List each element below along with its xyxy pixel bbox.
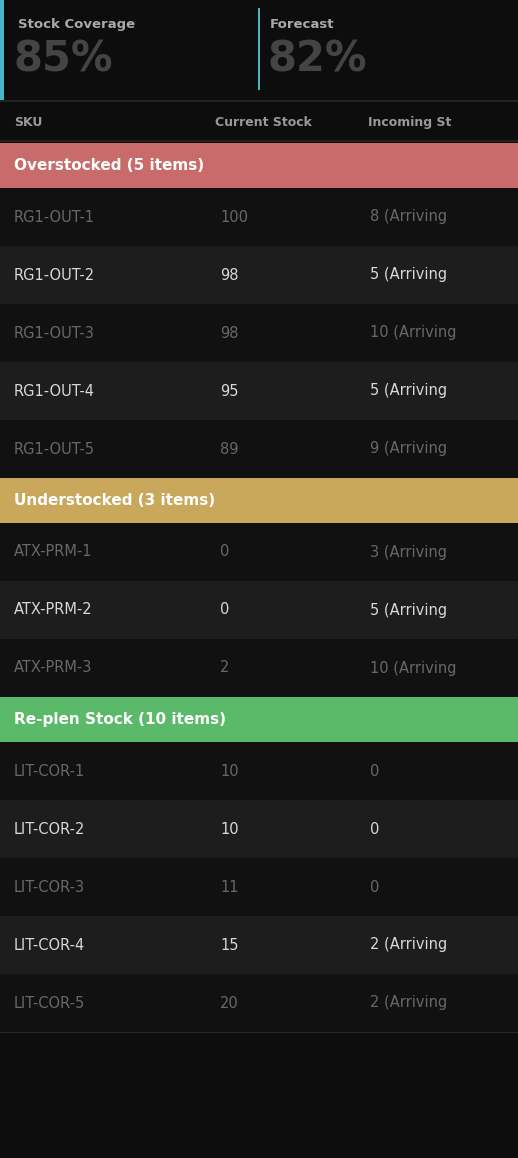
Bar xyxy=(258,8,260,90)
Text: 0: 0 xyxy=(370,879,379,894)
Text: 0: 0 xyxy=(220,544,229,559)
Text: RG1-OUT-1: RG1-OUT-1 xyxy=(14,210,95,225)
Text: 10: 10 xyxy=(220,763,239,778)
Bar xyxy=(0,305,518,362)
Bar xyxy=(0,742,518,800)
Text: 5 (Arriving: 5 (Arriving xyxy=(370,267,447,283)
Text: SKU: SKU xyxy=(14,116,42,129)
Bar xyxy=(0,420,518,478)
Bar xyxy=(0,140,518,142)
Bar xyxy=(0,188,518,245)
Bar xyxy=(0,581,518,639)
Text: 85%: 85% xyxy=(14,38,113,80)
Text: LIT-COR-2: LIT-COR-2 xyxy=(14,821,85,836)
Bar xyxy=(0,697,518,742)
Text: 2 (Arriving: 2 (Arriving xyxy=(370,996,447,1011)
Text: 0: 0 xyxy=(220,602,229,617)
Bar xyxy=(0,478,518,523)
Bar xyxy=(0,916,518,974)
Text: 98: 98 xyxy=(220,267,238,283)
Text: ATX-PRM-2: ATX-PRM-2 xyxy=(14,602,93,617)
Text: 10 (Arriving: 10 (Arriving xyxy=(370,660,456,675)
Bar xyxy=(0,0,4,100)
Text: 5 (Arriving: 5 (Arriving xyxy=(370,383,447,398)
Text: Current Stock: Current Stock xyxy=(215,116,312,129)
Text: 100: 100 xyxy=(220,210,248,225)
Bar xyxy=(0,858,518,916)
Text: RG1-OUT-3: RG1-OUT-3 xyxy=(14,325,95,340)
Text: LIT-COR-5: LIT-COR-5 xyxy=(14,996,85,1011)
Text: Understocked (3 items): Understocked (3 items) xyxy=(14,493,215,508)
Text: 0: 0 xyxy=(370,763,379,778)
Text: 5 (Arriving: 5 (Arriving xyxy=(370,602,447,617)
Text: RG1-OUT-5: RG1-OUT-5 xyxy=(14,441,95,456)
Text: ATX-PRM-1: ATX-PRM-1 xyxy=(14,544,93,559)
Text: Overstocked (5 items): Overstocked (5 items) xyxy=(14,157,204,173)
Bar xyxy=(0,105,518,140)
Text: 98: 98 xyxy=(220,325,238,340)
Text: 8 (Arriving: 8 (Arriving xyxy=(370,210,447,225)
Text: 10: 10 xyxy=(220,821,239,836)
Text: LIT-COR-1: LIT-COR-1 xyxy=(14,763,85,778)
Text: RG1-OUT-2: RG1-OUT-2 xyxy=(14,267,95,283)
Bar xyxy=(0,142,518,188)
Text: 89: 89 xyxy=(220,441,238,456)
Text: 0: 0 xyxy=(370,821,379,836)
Bar xyxy=(0,100,518,102)
Text: 3 (Arriving: 3 (Arriving xyxy=(370,544,447,559)
Text: 20: 20 xyxy=(220,996,239,1011)
Bar xyxy=(0,974,518,1032)
Text: 10 (Arriving: 10 (Arriving xyxy=(370,325,456,340)
Text: RG1-OUT-4: RG1-OUT-4 xyxy=(14,383,95,398)
Bar xyxy=(0,362,518,420)
Bar xyxy=(0,523,518,581)
Text: 15: 15 xyxy=(220,938,238,953)
Text: LIT-COR-3: LIT-COR-3 xyxy=(14,879,85,894)
Text: 2: 2 xyxy=(220,660,229,675)
Bar xyxy=(0,245,518,305)
Text: Forecast: Forecast xyxy=(270,19,335,31)
Text: 2 (Arriving: 2 (Arriving xyxy=(370,938,447,953)
Text: 11: 11 xyxy=(220,879,238,894)
Text: Stock Coverage: Stock Coverage xyxy=(18,19,135,31)
Bar xyxy=(0,800,518,858)
Text: Re-plen Stock (10 items): Re-plen Stock (10 items) xyxy=(14,712,226,727)
Text: Incoming St: Incoming St xyxy=(368,116,451,129)
Text: 95: 95 xyxy=(220,383,238,398)
Text: 9 (Arriving: 9 (Arriving xyxy=(370,441,447,456)
Text: ATX-PRM-3: ATX-PRM-3 xyxy=(14,660,92,675)
Bar xyxy=(0,639,518,697)
Text: 82%: 82% xyxy=(268,38,368,80)
Text: LIT-COR-4: LIT-COR-4 xyxy=(14,938,85,953)
